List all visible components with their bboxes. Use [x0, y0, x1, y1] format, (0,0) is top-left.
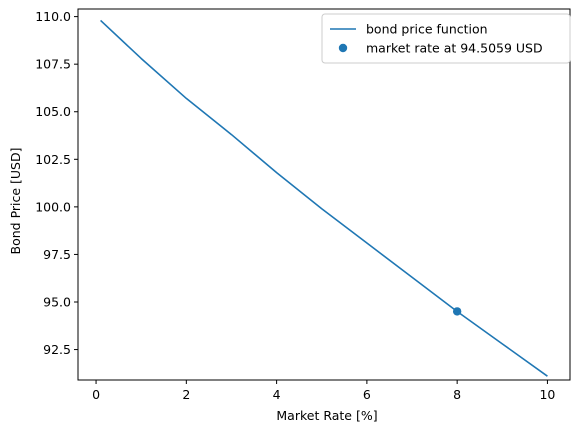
y-tick-label: 95.0: [43, 294, 71, 309]
y-tick-label: 97.5: [43, 247, 71, 262]
y-tick-label: 92.5: [43, 342, 71, 357]
y-tick-label: 107.5: [35, 57, 71, 72]
x-tick-label: 8: [453, 387, 461, 402]
bond-price-function-line: [100, 19, 548, 377]
legend-label-market-rate: market rate at 94.5059 USD: [366, 41, 543, 56]
x-tick-label: 4: [273, 387, 281, 402]
y-tick-label: 100.0: [35, 199, 71, 214]
y-tick-label: 102.5: [35, 152, 71, 167]
x-tick-label: 2: [182, 387, 190, 402]
y-axis-label: Bond Price [USD]: [8, 148, 23, 255]
plot-area-frame: [77, 8, 571, 381]
x-tick-label: 0: [92, 387, 100, 402]
x-axis-label: Market Rate [%]: [276, 408, 377, 423]
legend: bond price function market rate at 94.50…: [321, 13, 571, 64]
x-tick-label: 10: [539, 387, 555, 402]
x-tick-label: 6: [363, 387, 371, 402]
y-tick-label: 110.0: [35, 9, 71, 24]
series-layer: [100, 19, 548, 377]
market-rate-point: [452, 307, 462, 316]
legend-marker-swatch: [338, 43, 348, 53]
legend-label-bond-price-function: bond price function: [366, 22, 488, 37]
y-tick-label: 105.0: [35, 104, 71, 119]
legend-box: [321, 13, 571, 64]
ticks-layer: 0 2 4 6 8 10 92.5 95.0 97.5 100.0 102.5 105.0 107.5 1…: [35, 9, 555, 402]
